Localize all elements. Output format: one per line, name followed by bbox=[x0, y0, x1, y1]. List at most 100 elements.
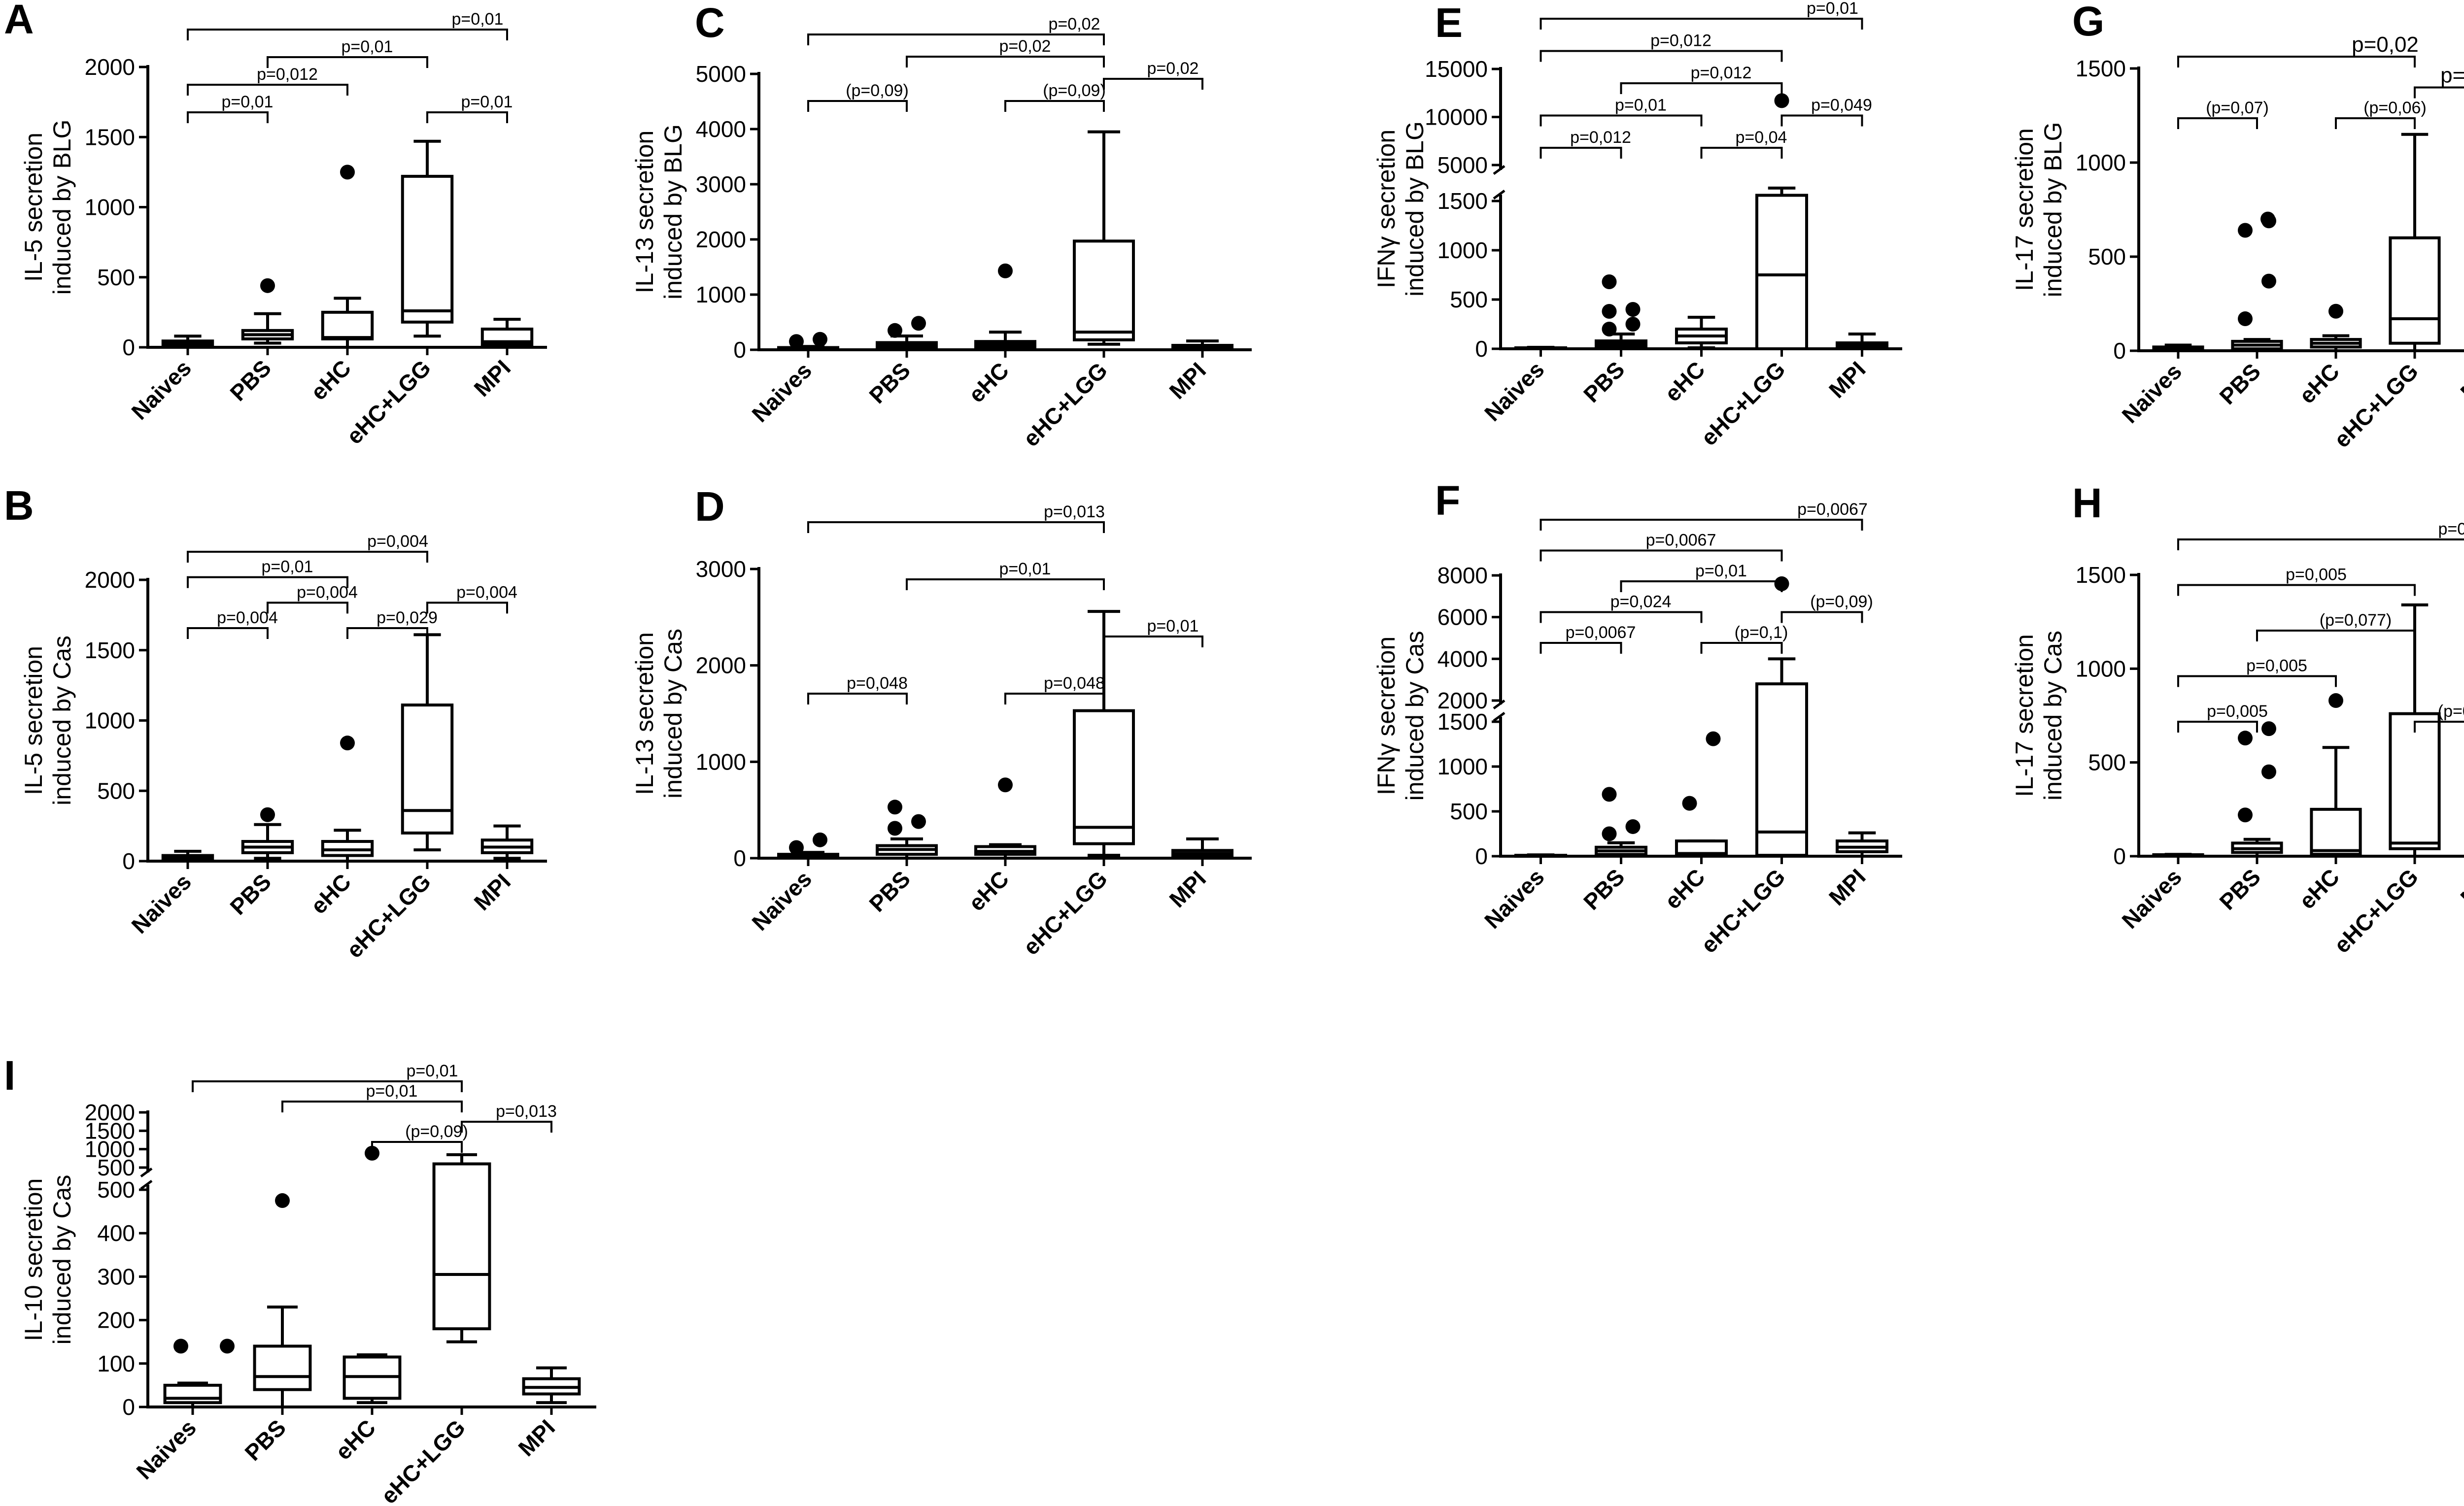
significance-bracket bbox=[2177, 538, 2464, 550]
box bbox=[1073, 239, 1135, 341]
p-value-label: p=0,02 bbox=[1147, 59, 1199, 78]
box bbox=[2310, 807, 2362, 856]
y-axis-title: IL-13 secretion bbox=[631, 131, 658, 294]
category-label: eHC+LGG bbox=[342, 355, 436, 449]
y-tick-label: 1000 bbox=[85, 1137, 135, 1162]
y-axis-title: induced by Cas bbox=[48, 636, 76, 805]
category-label: PBS bbox=[225, 355, 276, 406]
outlier-point bbox=[1625, 302, 1641, 317]
significance-bracket bbox=[906, 578, 1105, 590]
p-value-label: p=0,01 bbox=[222, 93, 274, 111]
outlier-point bbox=[2238, 731, 2253, 746]
y-tick-label: 0 bbox=[1475, 336, 1488, 362]
significance-bracket bbox=[807, 521, 1105, 533]
significance-bracket bbox=[1103, 78, 1203, 90]
y-tick-label: 1000 bbox=[696, 749, 746, 774]
axis-break-mark bbox=[1493, 165, 1506, 175]
y-tick-label: 0 bbox=[122, 848, 135, 874]
panel-letter: I bbox=[4, 1052, 15, 1099]
significance-bracket bbox=[371, 1141, 463, 1153]
p-value-label: p=0,012 bbox=[1691, 64, 1752, 82]
y-axis-title: IFNγ secretion bbox=[1372, 130, 1400, 288]
outlier-point bbox=[275, 1193, 290, 1208]
outlier-point bbox=[2238, 223, 2253, 238]
category-label: eHC bbox=[2294, 864, 2344, 914]
p-value-label: p=0,0067 bbox=[1646, 531, 1716, 550]
category-label: eHC bbox=[963, 357, 1014, 407]
significance-bracket bbox=[807, 100, 908, 112]
p-value-label: p=0,049 bbox=[1811, 96, 1872, 115]
y-tick-label: 0 bbox=[733, 337, 746, 363]
category-label: Naives bbox=[131, 1414, 201, 1484]
significance-bracket bbox=[187, 111, 269, 123]
y-tick-label: 3000 bbox=[696, 556, 746, 582]
outlier-point bbox=[998, 777, 1013, 793]
y-tick-label: 0 bbox=[2113, 338, 2126, 364]
p-value-label: p=0,04 bbox=[1736, 128, 1787, 147]
y-axis-title: induced by BLG bbox=[2039, 122, 2067, 298]
y-tick-label: 400 bbox=[97, 1220, 135, 1246]
y-tick-label: 1500 bbox=[2076, 56, 2126, 81]
significance-bracket bbox=[1540, 519, 1863, 531]
y-axis-title: induced by Cas bbox=[659, 629, 687, 799]
significance-bracket bbox=[187, 576, 348, 588]
y-axis-title: induced by BLG bbox=[1401, 121, 1429, 297]
y-tick-label: 5000 bbox=[1437, 152, 1488, 178]
panel-letter: A bbox=[4, 0, 34, 42]
y-axis-title: IL-5 secretion bbox=[20, 133, 47, 282]
p-value-label: (p=0,09) bbox=[1810, 593, 1873, 611]
p-value-label: p=0,004 bbox=[297, 583, 358, 602]
box bbox=[1755, 682, 1809, 857]
box bbox=[321, 310, 374, 340]
category-label: Naives bbox=[2117, 358, 2187, 428]
y-axis-title: IL-17 secretion bbox=[2011, 128, 2038, 291]
y-tick-label: 3000 bbox=[696, 171, 746, 197]
box bbox=[2389, 712, 2441, 850]
category-label: eHC bbox=[330, 1414, 380, 1465]
outlier-point bbox=[1706, 731, 1721, 746]
outlier-point bbox=[2328, 303, 2343, 319]
category-label: eHC bbox=[1660, 864, 1710, 914]
y-tick-label: 500 bbox=[97, 1177, 135, 1203]
significance-bracket bbox=[1780, 114, 1863, 127]
significance-bracket bbox=[426, 602, 508, 614]
y-tick-label: 1000 bbox=[85, 195, 135, 220]
significance-bracket bbox=[1540, 18, 1863, 30]
p-value-label: p=0,01 bbox=[366, 1082, 418, 1101]
category-label: PBS bbox=[1578, 864, 1630, 915]
p-value-label: p=0,005 bbox=[2286, 566, 2347, 584]
outlier-point bbox=[1682, 796, 1697, 811]
box bbox=[163, 1383, 222, 1405]
category-label: Naives bbox=[747, 866, 817, 936]
category-label: Naives bbox=[1479, 864, 1549, 934]
p-value-label: p=0,02 bbox=[1049, 15, 1100, 33]
significance-bracket bbox=[1700, 147, 1783, 159]
category-label: eHC+LGG bbox=[1696, 356, 1790, 450]
outlier-point bbox=[2261, 273, 2276, 289]
y-tick-label: 0 bbox=[2113, 843, 2126, 869]
category-label: MPI bbox=[2455, 864, 2464, 910]
outlier-point bbox=[911, 316, 926, 331]
significance-bracket bbox=[1620, 82, 1783, 94]
axis-break-mark bbox=[1493, 699, 1506, 710]
significance-bracket bbox=[1540, 114, 1703, 127]
outlier-point bbox=[2328, 693, 2343, 708]
y-axis-title: induced by BLG bbox=[659, 124, 687, 300]
significance-bracket bbox=[2177, 117, 2258, 129]
outlier-point bbox=[1774, 93, 1789, 108]
category-label: MPI bbox=[2455, 358, 2464, 405]
y-tick-label: 1500 bbox=[85, 1118, 135, 1143]
p-value-label: p=0,004 bbox=[456, 583, 517, 602]
y-tick-label: 0 bbox=[733, 845, 746, 871]
panel-letter: D bbox=[695, 483, 725, 530]
category-label: MPI bbox=[469, 869, 515, 915]
panel-letter: H bbox=[2072, 480, 2102, 526]
y-axis-title: induced by Cas bbox=[48, 1175, 76, 1345]
outlier-point bbox=[888, 821, 902, 836]
y-tick-label: 1500 bbox=[1437, 709, 1488, 735]
category-label: eHC bbox=[306, 869, 356, 919]
box bbox=[253, 1344, 312, 1391]
p-value-label: p=0,05 bbox=[2438, 520, 2464, 538]
y-tick-label: 1000 bbox=[2076, 150, 2126, 175]
panel-letter: F bbox=[1435, 477, 1460, 524]
